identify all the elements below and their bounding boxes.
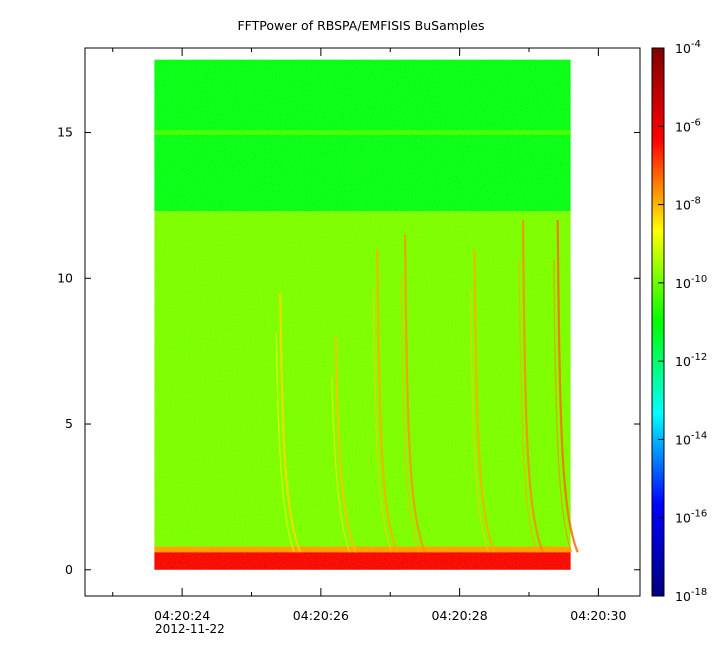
chorus-streak (473, 249, 496, 553)
spectrogram-heatmap (154, 59, 571, 570)
y-tick-label: 0 (65, 562, 73, 577)
x-tick-label: 04:20:24 (154, 608, 210, 623)
x-tick-label: 04:20:26 (293, 608, 349, 623)
colorbar-tick-label: 10-18 (675, 587, 707, 604)
chorus-streak (403, 234, 427, 553)
y-tick-label: 10 (57, 270, 73, 285)
chorus-streak (372, 289, 392, 553)
x-axis: 04:20:24 04:20:26 04:20:28 04:20:30 (112, 48, 626, 623)
chorus-streak (331, 376, 351, 553)
colorbar-tick-label: 10-12 (675, 352, 707, 369)
colorbar (651, 47, 665, 597)
colorbar-tick-label: 10-16 (675, 509, 707, 526)
chorus-streak (400, 274, 420, 553)
colorbar-tick-label: 10-14 (675, 430, 707, 447)
chorus-features (275, 219, 579, 553)
chorus-streak (518, 259, 538, 553)
colorbar-tick-label: 10-6 (675, 117, 701, 134)
spectrogram-noise-texture (154, 59, 571, 570)
colorbar-axis: 10-18 10-16 10-14 10-12 10-10 10-8 10-6 10-4 (658, 39, 707, 604)
y-tick-label: 15 (57, 125, 73, 140)
chart-title: FFTPower of RBSPA/EMFISIS BuSamples (237, 18, 484, 33)
chorus-streak (376, 249, 399, 553)
chorus-streak (469, 289, 490, 553)
y-tick-label: 5 (65, 416, 73, 431)
chorus-streak (553, 259, 573, 553)
colorbar-tick-label: 10-10 (675, 274, 707, 291)
chorus-streak (275, 332, 295, 553)
x-axis-date-label: 2012-11-22 (155, 622, 225, 636)
chorus-streak (521, 219, 545, 553)
colorbar-tick-label: 10-4 (675, 39, 701, 56)
chorus-streak (334, 336, 357, 553)
y-axis: 0 5 10 15 (57, 125, 640, 577)
x-tick-label: 04:20:28 (432, 608, 488, 623)
colorbar-tick-label: 10-8 (675, 196, 701, 213)
chorus-streak (556, 219, 579, 553)
chorus-streak (279, 292, 302, 553)
x-tick-label: 04:20:30 (570, 608, 626, 623)
